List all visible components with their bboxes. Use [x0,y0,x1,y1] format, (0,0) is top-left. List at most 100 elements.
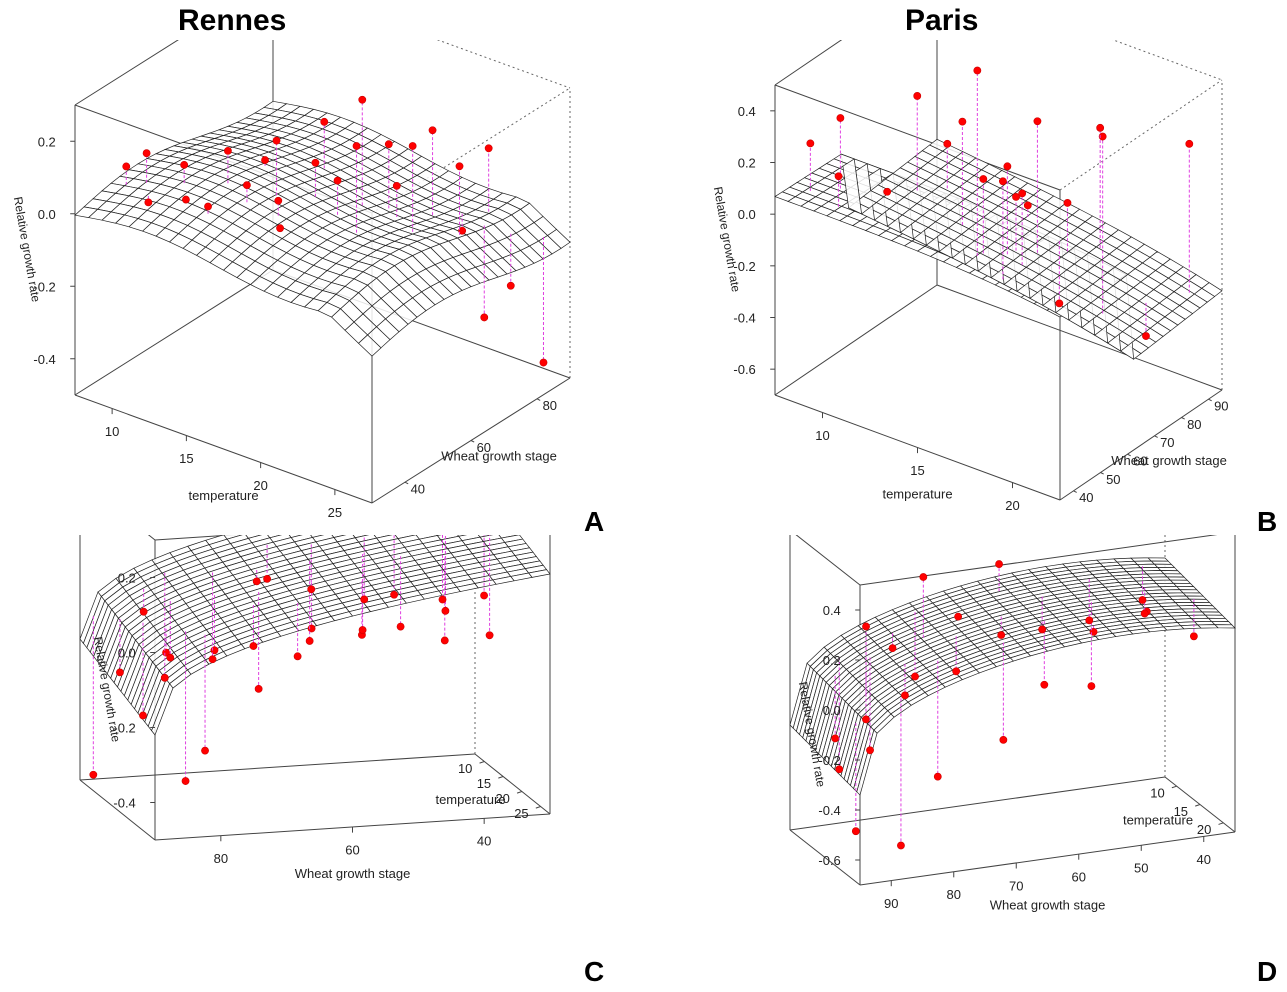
data-point [834,172,843,181]
data-point [1189,632,1198,641]
data-point [1018,189,1027,198]
data-point [1012,192,1020,201]
data-point [913,92,922,100]
tick-label: 20 [495,791,509,806]
data-point [305,637,314,645]
axis-tick [470,440,475,443]
data-point [392,181,401,190]
tick-label: 60 [477,440,491,455]
tick-label: 0.2 [738,156,756,171]
data-point [998,177,1007,186]
data-point [180,160,189,169]
box-edge [79,753,476,781]
y-axis-label: Wheat growth stage [1111,453,1227,468]
tick-label: -0.2 [818,753,840,768]
data-point [254,684,263,693]
box-edge [1059,389,1223,501]
tick-label: 70 [1009,878,1023,893]
tick-label: 0.4 [738,104,756,119]
axis-tick [498,776,504,779]
tick-label: -0.2 [113,721,135,736]
tick-label: 0.2 [823,653,841,668]
box-edge [774,40,843,86]
tick-label: 50 [1134,861,1148,876]
data-point [1098,132,1107,141]
box-edge [795,535,861,586]
column-title-rennes: Rennes [178,4,287,37]
tick-label: 50 [1106,472,1120,487]
data-point [933,772,942,781]
data-point [358,95,367,104]
data-point [224,146,232,155]
tick-label: 70 [1160,435,1174,450]
tick-label: 90 [884,896,898,911]
data-point [307,585,316,594]
data-point [210,646,219,655]
data-point [276,224,284,233]
data-point [1033,117,1042,126]
tick-label: 20 [1197,822,1211,837]
axis-tick [1171,785,1177,789]
data-point [139,607,148,616]
x-axis-label: temperature [882,486,952,501]
data-point [274,196,283,205]
data-point [999,736,1008,744]
tick-label: -0.6 [733,362,755,377]
data-point [390,590,399,599]
data-point [480,313,489,322]
data-point [862,622,870,631]
data-point [862,715,870,724]
data-point [428,126,437,135]
data-point [122,162,131,171]
tick-label: 10 [105,424,119,439]
data-point [1085,616,1094,625]
data-point [384,140,393,149]
tick-label: 20 [1005,498,1019,513]
data-point [333,176,342,185]
data-point [182,195,190,204]
axis-tick [1154,435,1158,438]
axis-tick [535,806,541,809]
data-point [836,114,845,122]
column-title-paris: Paris [905,4,979,37]
surface-cell [151,682,174,736]
data-point [272,136,281,145]
data-point [1140,609,1149,618]
tick-label: 80 [1187,417,1201,432]
tick-label: -0.2 [733,259,755,274]
data-point [954,612,963,621]
y-axis-label: Wheat growth stage [441,449,557,464]
data-point [480,591,488,600]
data-point [458,226,467,235]
tick-label: 0.0 [118,646,136,661]
data-point [831,734,840,743]
data-point [249,642,258,650]
data-point [539,358,548,367]
chart-panel-d: 90 80 70 60 50 40 20 15 10 0.4 0.2 0.0 -0.2 -0.4 -0.6 W… [789,535,1236,912]
data-point [261,156,269,164]
tick-label: 60 [345,842,359,857]
data-point [139,711,147,720]
box-edge [74,40,179,106]
x-axis-label: Wheat growth stage [295,866,411,881]
tick-label: -0.4 [113,796,135,811]
tick-label: 80 [543,398,557,413]
tick-label: -0.4 [818,803,840,818]
data-point [307,624,316,633]
data-point [911,672,919,681]
data-point [204,202,212,211]
surface-cell [74,206,99,218]
data-point [1138,596,1147,604]
data-point [901,691,909,700]
data-point [440,636,449,645]
x-axis-label: Wheat growth stage [990,897,1106,912]
axis-tick [516,791,523,794]
data-point [1040,680,1049,689]
box-edge [936,284,1223,391]
tick-label: 0.4 [823,603,841,618]
fitted-surface [774,138,1223,360]
data-point [919,573,928,581]
axis-tick [404,481,409,485]
data-point [144,198,153,207]
